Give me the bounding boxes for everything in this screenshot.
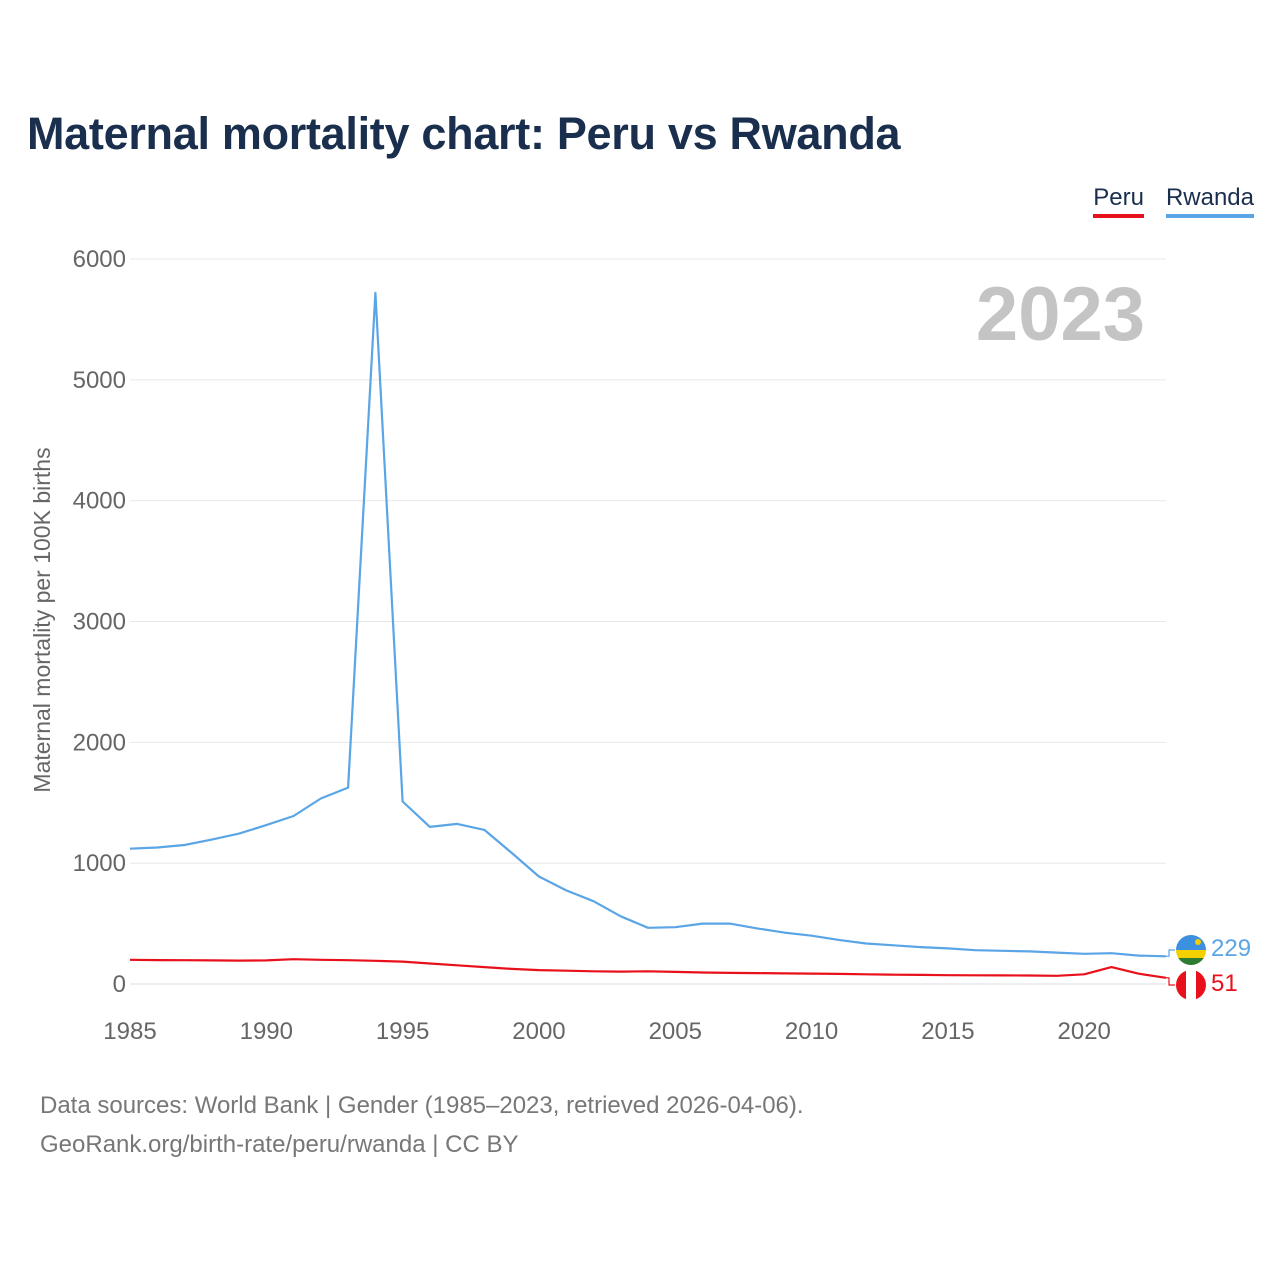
y-axis-label: Maternal mortality per 100K births	[29, 447, 55, 792]
x-tick-labels: 1985 1990 1995 2000 2005 2010 2015 2020	[103, 1018, 1111, 1045]
legend: Peru Rwanda	[1093, 184, 1254, 218]
y-tick-6000: 6000	[73, 246, 126, 273]
leader-line-peru	[1166, 977, 1175, 986]
series-line-rwanda	[129, 291, 1167, 958]
data-source-text: Data sources: World Bank | Gender (1985–…	[40, 1092, 804, 1119]
series-lines	[129, 291, 1175, 986]
footer: Data sources: World Bank | Gender (1985–…	[40, 1086, 804, 1164]
x-tick-2000: 2000	[512, 1018, 565, 1045]
rwanda-end-label: 229	[1211, 935, 1251, 962]
y-tick-3000: 3000	[73, 609, 126, 636]
x-tick-1990: 1990	[240, 1018, 293, 1045]
y-tick-0: 0	[113, 971, 126, 998]
chart-title: Maternal mortality chart: Peru vs Rwanda	[27, 108, 901, 159]
leader-line-rwanda	[1166, 949, 1175, 957]
peru-end-label: 51	[1211, 970, 1238, 997]
grid-lines	[130, 258, 1166, 985]
rwanda-flag-icon	[1176, 935, 1206, 965]
legend-peru[interactable]: Peru	[1093, 184, 1144, 218]
y-tick-1000: 1000	[73, 850, 126, 877]
y-tick-labels: 0 1000 2000 3000 4000 5000 6000	[73, 246, 126, 998]
y-tick-4000: 4000	[73, 488, 126, 515]
x-tick-1995: 1995	[376, 1018, 429, 1045]
legend-rwanda[interactable]: Rwanda	[1165, 184, 1254, 218]
year-watermark: 2023	[976, 272, 1145, 357]
x-tick-1985: 1985	[103, 1018, 156, 1045]
y-tick-2000: 2000	[73, 729, 126, 756]
peru-flag-icon	[1176, 970, 1206, 1000]
x-tick-2010: 2010	[785, 1018, 838, 1045]
site-credit-text: GeoRank.org/birth-rate/peru/rwanda | CC …	[40, 1131, 519, 1158]
series-line-peru	[129, 958, 1167, 979]
x-tick-2015: 2015	[921, 1018, 974, 1045]
x-tick-2005: 2005	[649, 1018, 702, 1045]
x-tick-2020: 2020	[1058, 1018, 1111, 1045]
end-markers: 229 51	[1176, 935, 1251, 1000]
y-tick-5000: 5000	[73, 367, 126, 394]
